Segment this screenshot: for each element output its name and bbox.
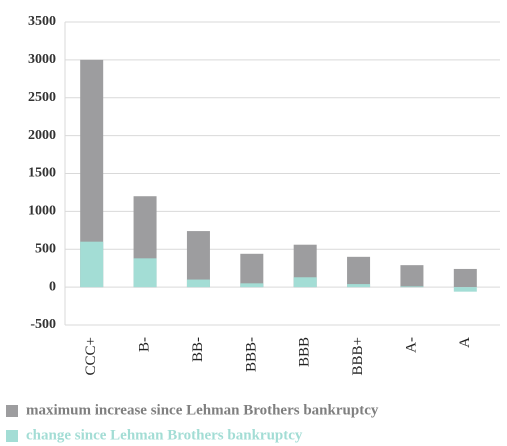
bar — [80, 241, 104, 288]
bar — [347, 284, 371, 288]
y-tick-label: 2500 — [28, 90, 56, 105]
x-tick-label: A- — [403, 337, 419, 353]
bar — [293, 277, 317, 288]
bar — [400, 286, 424, 288]
bar — [347, 256, 371, 288]
x-tick-label: BBB- — [243, 337, 259, 372]
x-tick-label: CCC+ — [83, 337, 99, 375]
y-tick-label: 3000 — [28, 52, 56, 67]
bar — [240, 283, 264, 288]
x-tick-label: BBB — [297, 337, 313, 367]
bar — [400, 265, 424, 288]
bar — [80, 59, 104, 288]
x-tick-label: A — [457, 337, 473, 348]
legend-swatch — [6, 430, 18, 442]
bar — [453, 268, 477, 288]
y-tick-label: 3500 — [28, 14, 56, 29]
bar — [186, 231, 210, 288]
y-tick-label: -500 — [30, 317, 56, 332]
x-tick-label: BB- — [190, 337, 206, 362]
y-tick-label: 1000 — [28, 204, 56, 219]
x-tick-label: B- — [137, 337, 153, 352]
legend-label: maximum increase since Lehman Brothers b… — [26, 402, 379, 418]
bar — [293, 244, 317, 288]
bar — [133, 258, 157, 288]
bar — [453, 287, 477, 292]
bar — [240, 253, 264, 288]
x-tick-label: BBB+ — [350, 337, 366, 375]
y-tick-label: 500 — [35, 241, 56, 256]
y-tick-label: 1500 — [28, 166, 56, 181]
bar — [186, 279, 210, 288]
y-tick-label: 0 — [49, 279, 56, 294]
legend-swatch — [6, 405, 18, 417]
y-tick-label: 2000 — [28, 128, 56, 143]
legend-label: change since Lehman Brothers bankruptcy — [26, 427, 303, 443]
